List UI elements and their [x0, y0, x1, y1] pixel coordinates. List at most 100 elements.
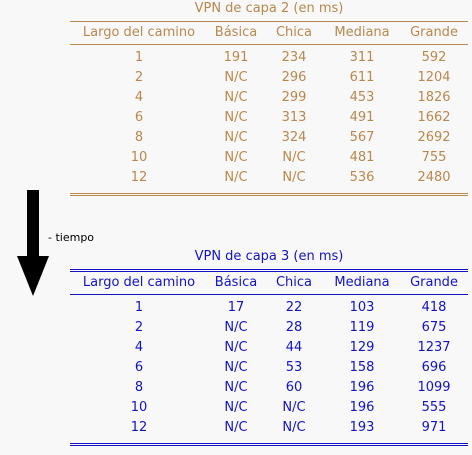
- table-header-rule: [70, 44, 468, 45]
- table-caption: VPN de capa 2 (en ms): [194, 1, 344, 16]
- table-cell: N/C: [224, 110, 248, 125]
- table-cell: 6: [134, 110, 144, 125]
- table-cell: 324: [281, 130, 307, 145]
- table-cell: 60: [285, 380, 303, 395]
- table-cell: N/C: [224, 420, 248, 435]
- table-cell: 4: [134, 90, 144, 105]
- column-header: Mediana: [334, 275, 390, 290]
- table-cell: 44: [285, 340, 303, 355]
- table-row: 1 17 22 103 418: [70, 298, 468, 318]
- table-top-rule: [70, 269, 468, 272]
- layer2-vpn-table: VPN de capa 2 (en ms) Largo del camino B…: [70, 0, 468, 196]
- table-cell: 311: [349, 50, 375, 65]
- table-row: 6 N/C 53 158 696: [70, 358, 468, 378]
- column-header: Básica: [214, 25, 258, 40]
- table-cell: N/C: [224, 380, 248, 395]
- table-cell: N/C: [282, 170, 306, 185]
- table-cell: N/C: [224, 360, 248, 375]
- table-cell: 12: [130, 170, 148, 185]
- table-cell: 313: [281, 110, 307, 125]
- table-cell: N/C: [224, 340, 248, 355]
- table-cell: N/C: [224, 70, 248, 85]
- table-cell: 12: [130, 420, 148, 435]
- column-header: Mediana: [334, 25, 390, 40]
- table-cell: 10: [130, 400, 148, 415]
- table-cell: 971: [421, 420, 447, 435]
- table-row: 2 N/C 28 119 675: [70, 318, 468, 338]
- table-cell: 53: [285, 360, 303, 375]
- down-arrow-icon: [17, 190, 49, 296]
- table-cell: 17: [227, 300, 245, 315]
- table-cell: 191: [223, 50, 249, 65]
- table-cell: N/C: [282, 420, 306, 435]
- table-cell: 8: [134, 130, 144, 145]
- table-row: 4 N/C 299 453 1826: [70, 88, 468, 108]
- column-header: Grande: [410, 275, 458, 290]
- table-cell: 1826: [417, 90, 451, 105]
- table-cell: N/C: [224, 170, 248, 185]
- table-cell: 299: [281, 90, 307, 105]
- table-cell: 28: [285, 320, 303, 335]
- table-cell: N/C: [282, 150, 306, 165]
- table-caption: VPN de capa 3 (en ms): [194, 249, 344, 264]
- column-header: Chica: [275, 275, 313, 290]
- table-cell: 2692: [417, 130, 451, 145]
- table-cell: 611: [349, 70, 375, 85]
- table-cell: N/C: [224, 320, 248, 335]
- table-bottom-rule: [70, 443, 468, 446]
- table-cell: 8: [134, 380, 144, 395]
- column-header: Largo del camino: [82, 275, 196, 290]
- table-cell: 234: [281, 50, 307, 65]
- table-cell: 196: [349, 400, 375, 415]
- table-cell: 6: [134, 360, 144, 375]
- table-header-rule: [70, 294, 468, 295]
- table-row: 4 N/C 44 129 1237: [70, 338, 468, 358]
- table-cell: N/C: [224, 90, 248, 105]
- table-cell: 567: [349, 130, 375, 145]
- column-header: Chica: [275, 25, 313, 40]
- table-row: 12 N/C N/C 536 2480: [70, 168, 468, 188]
- table-row: 10 N/C N/C 481 755: [70, 148, 468, 168]
- table-header-row: Largo del camino Básica Chica Mediana Gr…: [70, 272, 468, 294]
- table-cell: N/C: [224, 400, 248, 415]
- table-cell: 2480: [417, 170, 451, 185]
- table-cell: 491: [349, 110, 375, 125]
- table-cell: 296: [281, 70, 307, 85]
- table-cell: 1: [134, 50, 144, 65]
- table-cell: N/C: [224, 150, 248, 165]
- table-row: 8 N/C 324 567 2692: [70, 128, 468, 148]
- table-cell: 418: [421, 300, 447, 315]
- table-bottom-rule: [70, 193, 468, 196]
- table-cell: 592: [421, 50, 447, 65]
- table-cell: 696: [421, 360, 447, 375]
- table-cell: N/C: [224, 130, 248, 145]
- table-cell: 193: [349, 420, 375, 435]
- table-cell: 10: [130, 150, 148, 165]
- table-row: 12 N/C N/C 193 971: [70, 418, 468, 438]
- table-row: 10 N/C N/C 196 555: [70, 398, 468, 418]
- table-cell: 481: [349, 150, 375, 165]
- column-header: Largo del camino: [82, 25, 196, 40]
- time-axis-label: - tiempo: [48, 231, 95, 244]
- table-cell: 2: [134, 320, 144, 335]
- layer3-vpn-table: VPN de capa 3 (en ms) Largo del camino B…: [70, 248, 468, 446]
- table-cell: 4: [134, 340, 144, 355]
- table-cell: 158: [349, 360, 375, 375]
- table-row: 1 191 234 311 592: [70, 48, 468, 68]
- table-cell: 196: [349, 380, 375, 395]
- table-cell: 1237: [417, 340, 451, 355]
- table-header-row: Largo del camino Básica Chica Mediana Gr…: [70, 22, 468, 44]
- table-cell: 536: [349, 170, 375, 185]
- table-cell: 103: [349, 300, 375, 315]
- table-top-rule: [70, 21, 468, 22]
- table-row: 2 N/C 296 611 1204: [70, 68, 468, 88]
- table-cell: 555: [421, 400, 447, 415]
- table-cell: 755: [421, 150, 447, 165]
- table-cell: 1: [134, 300, 144, 315]
- table-cell: 453: [349, 90, 375, 105]
- table-row: 6 N/C 313 491 1662: [70, 108, 468, 128]
- column-header: Grande: [410, 25, 458, 40]
- table-row: 8 N/C 60 196 1099: [70, 378, 468, 398]
- table-cell: 129: [349, 340, 375, 355]
- table-cell: 1662: [417, 110, 451, 125]
